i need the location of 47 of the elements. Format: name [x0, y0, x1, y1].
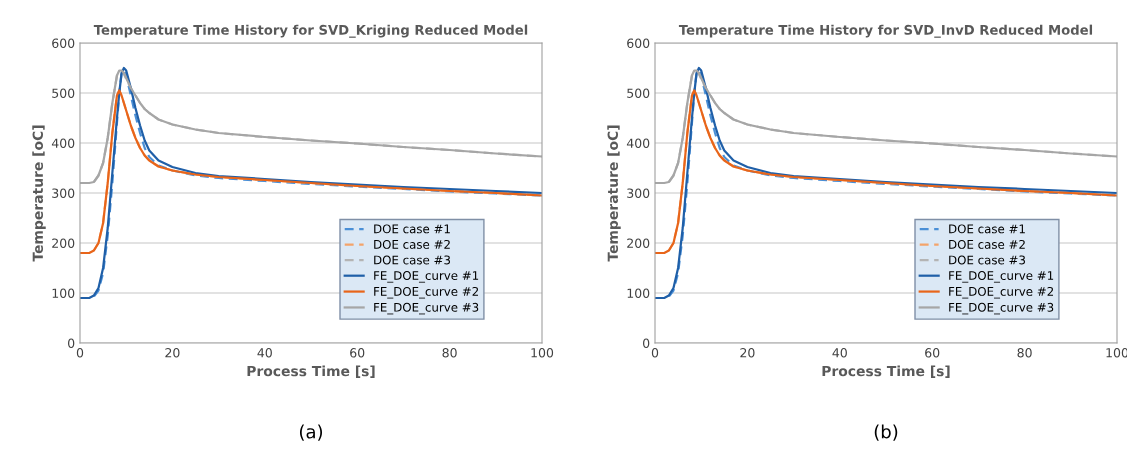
line-series — [655, 89, 1117, 255]
legend-label: DOE case #1 — [374, 224, 450, 234]
y-axis-title: Temperature [oC] — [32, 125, 46, 262]
x-tick-label: 0 — [651, 348, 659, 358]
line-series — [80, 89, 542, 255]
legend-label: FE_DOE_curve #2 — [374, 286, 479, 299]
x-tick-label: 20 — [165, 348, 180, 358]
legend-label: DOE case #3 — [374, 255, 450, 265]
y-tick-label: 0 — [643, 338, 650, 348]
x-tick-label: 40 — [832, 348, 847, 358]
x-tick-label: 80 — [1017, 348, 1032, 358]
legend-label: DOE case #1 — [949, 224, 1025, 234]
y-tick-label: 200 — [627, 238, 650, 248]
legend-label: FE_DOE_curve #2 — [949, 286, 1054, 299]
y-tick-label: 100 — [52, 288, 75, 298]
legend-label: FE_DOE_curve #1 — [949, 271, 1054, 283]
y-tick-label: 0 — [68, 338, 75, 348]
y-axis-title: Temperature [oC] — [607, 125, 621, 262]
x-tick-label: 80 — [442, 348, 457, 358]
y-tick-label: 600 — [627, 38, 650, 48]
x-tick-label: 20 — [740, 348, 755, 358]
x-tick-label: 100 — [531, 348, 554, 358]
x-tick-label: 40 — [257, 348, 272, 358]
y-tick-label: 600 — [52, 38, 75, 48]
legend-label: DOE case #2 — [949, 239, 1025, 249]
x-axis-title: Process Time [s] — [822, 365, 950, 378]
legend-label: DOE case #2 — [374, 239, 450, 249]
y-tick-label: 400 — [626, 138, 650, 148]
y-tick-label: 200 — [52, 238, 75, 248]
y-tick-label: 500 — [627, 88, 650, 98]
legend-label: FE_DOE_curve #3 — [949, 302, 1054, 315]
x-tick-label: 60 — [925, 348, 940, 358]
x-axis-title: Process Time [s] — [247, 365, 375, 378]
legend-label: FE_DOE_curve #3 — [374, 302, 479, 315]
x-tick-label: 0 — [76, 348, 84, 358]
y-tick-label: 300 — [52, 188, 75, 198]
text: (a) — [299, 424, 323, 441]
y-tick-label: 300 — [627, 188, 650, 198]
y-tick-label: 100 — [627, 288, 650, 298]
chart-title: Temperature Time History for SVD_Kriging Reduced Model — [93, 24, 528, 38]
y-tick-label: 400 — [51, 138, 75, 148]
text: (b) — [874, 424, 898, 441]
legend-label: FE_DOE_curve #1 — [374, 271, 479, 283]
legend-label: DOE case #3 — [949, 255, 1025, 265]
x-tick-label: 60 — [350, 348, 365, 358]
y-tick-label: 500 — [52, 88, 75, 98]
chart-title: Temperature Time History for SVD_InvD Reduced Model — [678, 24, 1093, 38]
